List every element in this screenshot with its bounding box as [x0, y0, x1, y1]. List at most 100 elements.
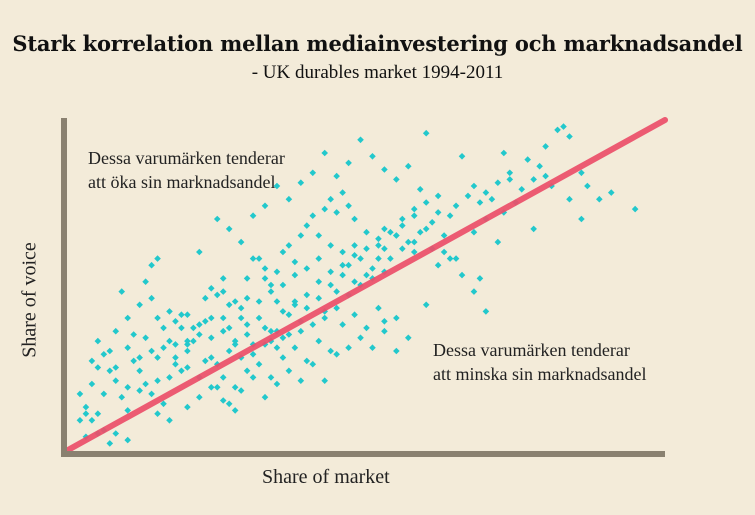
data-point	[213, 215, 221, 223]
data-point	[566, 195, 573, 203]
data-point	[345, 202, 352, 210]
data-point	[494, 238, 502, 246]
data-point	[207, 384, 215, 391]
data-point	[404, 162, 412, 170]
data-point	[333, 209, 340, 216]
data-point	[363, 228, 370, 236]
data-point	[476, 275, 484, 282]
data-point	[184, 311, 191, 318]
data-point	[279, 334, 287, 342]
data-point	[172, 354, 179, 361]
data-point	[112, 377, 120, 384]
data-point	[166, 417, 173, 424]
data-point	[404, 238, 412, 246]
data-point	[94, 364, 102, 371]
data-point	[202, 318, 209, 325]
data-point	[381, 225, 388, 233]
annotation-below-line-2: att minska sin marknadsandel	[433, 364, 647, 384]
data-point	[339, 261, 346, 269]
data-point	[363, 324, 370, 332]
data-point	[315, 337, 323, 345]
data-point	[219, 314, 227, 322]
data-point	[255, 255, 263, 262]
data-point	[422, 225, 430, 233]
data-point	[213, 384, 221, 391]
data-point	[184, 403, 191, 411]
data-point	[303, 304, 311, 312]
data-point	[518, 186, 526, 193]
data-point	[243, 367, 251, 375]
data-point	[178, 367, 185, 375]
data-point	[225, 324, 233, 332]
data-point	[399, 245, 406, 252]
data-point	[267, 288, 275, 295]
data-point	[172, 360, 179, 368]
data-point	[88, 357, 96, 365]
data-point	[333, 304, 340, 312]
data-point	[219, 275, 227, 282]
data-point	[231, 341, 239, 348]
data-point	[578, 215, 585, 223]
data-point	[410, 248, 418, 256]
data-point	[136, 301, 143, 309]
data-point	[249, 212, 257, 219]
annotation-above-line-2: att öka sin marknadsandel	[88, 172, 276, 192]
data-point	[196, 393, 203, 401]
data-point	[112, 364, 120, 371]
data-point	[249, 351, 257, 358]
data-point	[488, 195, 496, 203]
data-point	[273, 344, 281, 351]
data-point	[130, 357, 137, 365]
data-point	[249, 255, 257, 262]
data-point	[190, 337, 197, 345]
data-point	[255, 298, 263, 305]
data-point	[434, 192, 442, 200]
data-point	[261, 393, 269, 401]
data-point	[160, 400, 167, 408]
data-point	[363, 271, 370, 279]
data-point	[219, 288, 227, 295]
data-point	[452, 255, 460, 262]
data-point	[333, 288, 340, 295]
data-point	[297, 327, 305, 335]
data-point	[279, 281, 287, 289]
data-point	[255, 360, 263, 368]
data-point	[279, 248, 287, 256]
data-point	[154, 354, 161, 361]
data-point	[285, 367, 293, 375]
data-point	[446, 255, 454, 262]
annotation-above-line: Dessa varumärken tenderar att öka sin ma…	[88, 146, 285, 194]
annotation-below-line-1: Dessa varumärken tenderar	[433, 340, 630, 360]
data-point	[231, 384, 239, 391]
data-point	[542, 143, 549, 150]
data-point	[530, 176, 537, 183]
data-point	[357, 136, 364, 144]
data-point	[369, 265, 376, 272]
data-point	[148, 390, 155, 398]
data-point	[207, 314, 215, 322]
data-point	[506, 176, 514, 183]
data-point	[387, 228, 394, 236]
data-point	[494, 179, 502, 186]
data-point	[237, 314, 245, 322]
trend-line	[65, 117, 668, 453]
data-point	[327, 242, 334, 249]
points-layer	[76, 123, 639, 447]
data-point	[94, 410, 102, 417]
data-point	[476, 199, 484, 206]
data-point	[261, 275, 269, 282]
data-point	[291, 258, 299, 266]
data-point	[142, 334, 149, 342]
data-point	[124, 407, 131, 414]
data-point	[291, 344, 299, 351]
data-point	[142, 380, 149, 388]
data-point	[136, 354, 143, 361]
data-point	[124, 314, 131, 322]
data-point	[106, 347, 114, 355]
data-point	[345, 159, 352, 167]
data-point	[554, 126, 561, 134]
data-point	[524, 156, 531, 163]
data-point	[315, 278, 323, 285]
data-point	[261, 324, 269, 332]
data-point	[321, 314, 329, 322]
